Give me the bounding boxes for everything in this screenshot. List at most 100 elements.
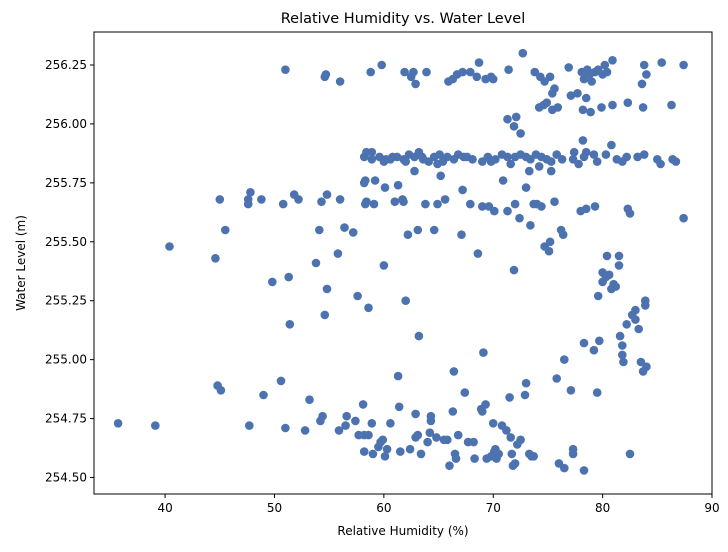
data-point-19 bbox=[285, 320, 295, 329]
data-point-257 bbox=[367, 155, 377, 164]
data-point-65 bbox=[377, 60, 387, 70]
data-point-213 bbox=[417, 152, 427, 162]
data-point-42 bbox=[348, 228, 358, 237]
data-point-176 bbox=[592, 388, 602, 397]
data-point-87 bbox=[411, 409, 420, 419]
data-point-16 bbox=[278, 199, 288, 209]
data-point-292 bbox=[573, 89, 582, 98]
data-point-138 bbox=[505, 393, 514, 402]
data-point-325 bbox=[586, 107, 595, 117]
data-point-139 bbox=[506, 433, 515, 442]
data-point-2 bbox=[165, 242, 174, 251]
data-point-177 bbox=[593, 291, 603, 301]
y-tick-label-4: 255.50 bbox=[45, 235, 87, 249]
data-point-302 bbox=[602, 67, 612, 77]
x-axis: 40 50 60 70 80 90 bbox=[157, 494, 720, 515]
data-point-15 bbox=[276, 376, 286, 386]
data-point-245 bbox=[601, 150, 611, 159]
data-point-43 bbox=[351, 416, 360, 426]
data-point-24 bbox=[305, 395, 314, 405]
data-point-321 bbox=[542, 98, 552, 107]
data-point-204 bbox=[641, 301, 650, 310]
data-point-56 bbox=[364, 303, 373, 313]
data-point-244 bbox=[592, 157, 602, 166]
data-point-253 bbox=[656, 159, 665, 169]
data-point-11 bbox=[245, 421, 254, 430]
data-point-69 bbox=[380, 452, 390, 461]
data-point-18 bbox=[284, 272, 294, 282]
data-point-160 bbox=[550, 197, 559, 206]
data-point-37 bbox=[334, 426, 344, 435]
data-point-36 bbox=[335, 195, 345, 204]
data-point-35 bbox=[333, 249, 343, 258]
x-tick-label-1: 50 bbox=[267, 501, 282, 515]
data-point-313 bbox=[638, 103, 648, 112]
data-point-72 bbox=[386, 419, 395, 428]
data-point-38 bbox=[335, 77, 345, 86]
data-point-75 bbox=[393, 180, 403, 190]
data-point-291 bbox=[566, 91, 576, 100]
data-point-99 bbox=[429, 225, 439, 235]
data-point-71 bbox=[382, 444, 392, 454]
data-point-287 bbox=[545, 72, 555, 82]
data-point-143 bbox=[510, 459, 520, 468]
data-point-208 bbox=[392, 152, 402, 162]
data-point-306 bbox=[642, 70, 651, 79]
y-tick-label-0: 254.50 bbox=[45, 471, 87, 485]
data-point-276 bbox=[466, 67, 475, 77]
data-point-100 bbox=[432, 433, 441, 442]
data-point-151 bbox=[526, 221, 535, 230]
data-point-50 bbox=[359, 178, 369, 188]
data-point-68 bbox=[380, 183, 390, 192]
data-point-47 bbox=[359, 447, 369, 456]
data-point-98 bbox=[426, 411, 436, 421]
data-point-174 bbox=[589, 345, 599, 355]
data-point-105 bbox=[443, 435, 452, 445]
data-point-91 bbox=[416, 449, 426, 459]
data-point-62 bbox=[368, 449, 378, 459]
data-point-119 bbox=[473, 249, 483, 258]
data-point-31 bbox=[320, 310, 330, 320]
data-point-104 bbox=[440, 195, 450, 204]
data-point-268 bbox=[569, 147, 579, 157]
data-point-281 bbox=[488, 74, 498, 84]
data-point-128 bbox=[488, 419, 498, 428]
data-point-283 bbox=[518, 48, 528, 58]
data-point-311 bbox=[608, 100, 617, 110]
data-point-135 bbox=[498, 176, 508, 185]
data-point-242 bbox=[581, 147, 591, 157]
data-point-94 bbox=[422, 67, 431, 77]
data-point-249 bbox=[622, 152, 631, 162]
data-point-0 bbox=[113, 419, 123, 428]
y-tick-label-7: 256.25 bbox=[45, 58, 87, 72]
data-point-44 bbox=[353, 291, 362, 301]
y-axis-label: Water Level (m) bbox=[14, 215, 28, 311]
data-point-5 bbox=[216, 386, 226, 395]
data-point-28 bbox=[317, 197, 326, 206]
data-point-82 bbox=[403, 230, 413, 239]
data-point-9 bbox=[243, 199, 253, 209]
data-point-93 bbox=[421, 199, 430, 209]
data-point-195 bbox=[625, 209, 635, 218]
data-point-187 bbox=[614, 251, 624, 261]
data-point-200 bbox=[634, 324, 643, 334]
data-point-158 bbox=[544, 246, 554, 256]
data-point-14 bbox=[268, 277, 277, 287]
data-point-169 bbox=[568, 449, 578, 459]
data-point-206 bbox=[679, 213, 688, 223]
data-point-156 bbox=[537, 202, 546, 211]
data-point-83 bbox=[405, 444, 415, 454]
data-point-238 bbox=[557, 155, 567, 164]
data-point-309 bbox=[581, 93, 591, 103]
data-point-289 bbox=[550, 84, 559, 93]
y-tick-label-1: 254.75 bbox=[45, 412, 87, 426]
data-point-216 bbox=[435, 150, 444, 159]
data-point-290 bbox=[564, 63, 573, 72]
data-point-301 bbox=[600, 60, 610, 70]
data-point-153 bbox=[529, 452, 538, 461]
data-point-123 bbox=[479, 348, 488, 357]
data-point-149 bbox=[521, 378, 531, 388]
data-point-267 bbox=[578, 136, 588, 145]
data-point-52 bbox=[362, 197, 371, 206]
data-point-3 bbox=[211, 253, 220, 263]
